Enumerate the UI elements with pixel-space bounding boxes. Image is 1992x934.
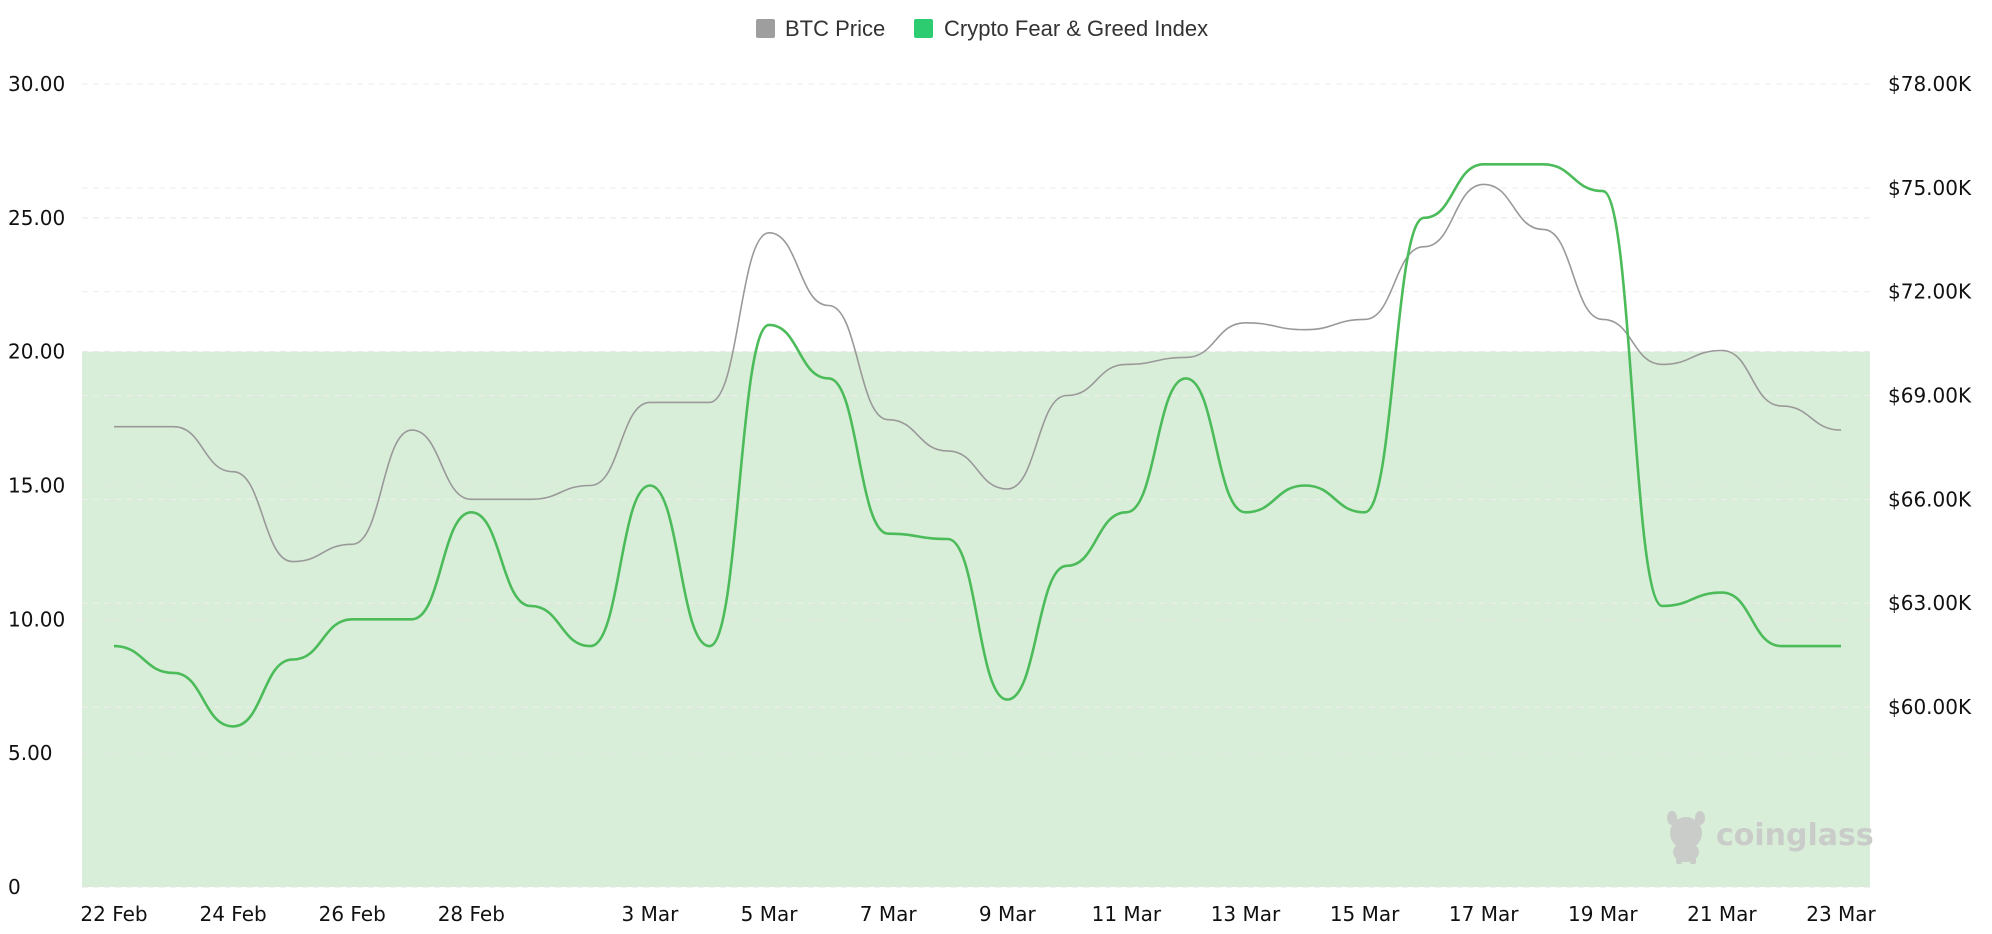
- y-right-tick-label: $63.00K: [1888, 591, 1972, 615]
- fear-greed-line: [113, 163, 1841, 728]
- y-left-tick-label: 15.00: [8, 474, 65, 498]
- x-tick-label: 13 Mar: [1211, 902, 1281, 926]
- legend-item-btc-price[interactable]: BTC Price: [756, 16, 885, 41]
- x-tick-label: 7 Mar: [860, 902, 918, 926]
- x-tick-label: 5 Mar: [741, 902, 799, 926]
- x-tick-label: 24 Feb: [199, 902, 266, 926]
- y-left-tick-label: 30.00: [8, 72, 65, 96]
- watermark: coinglass: [1667, 811, 1874, 864]
- y-right-tick-label: $72.00K: [1888, 280, 1972, 304]
- x-tick-label: 11 Mar: [1092, 902, 1162, 926]
- legend-item-fear-greed[interactable]: Crypto Fear & Greed Index: [914, 16, 1208, 41]
- x-tick-label: 3 Mar: [622, 902, 680, 926]
- x-tick-label: 17 Mar: [1449, 902, 1519, 926]
- y-left-tick-label: 25.00: [8, 206, 65, 230]
- y-left-tick-label: 5.00: [8, 741, 53, 765]
- legend-swatch-btc: [756, 19, 775, 38]
- y-right-tick-label: $66.00K: [1888, 487, 1972, 511]
- x-tick-label: 26 Feb: [319, 902, 386, 926]
- legend-label-fear-greed: Crypto Fear & Greed Index: [944, 16, 1208, 41]
- x-tick-label: 15 Mar: [1330, 902, 1400, 926]
- legend[interactable]: BTC Price Crypto Fear & Greed Index: [756, 16, 1208, 41]
- y-left-tick-label: 0: [8, 875, 21, 899]
- y-left-tick-label: 10.00: [8, 607, 65, 631]
- y-left-tick-label: 20.00: [8, 340, 65, 364]
- legend-swatch-fear-greed: [914, 19, 933, 38]
- watermark-text: coinglass: [1716, 818, 1874, 853]
- x-tick-label: 21 Mar: [1687, 902, 1757, 926]
- legend-label-btc: BTC Price: [785, 16, 885, 41]
- y-right-tick-label: $78.00K: [1888, 72, 1972, 96]
- x-tick-label: 22 Feb: [80, 902, 147, 926]
- btc-price-line: [114, 183, 1842, 563]
- left-y-axis: 0 5.00 10.00 15.00 20.00 25.00 30.00: [8, 72, 65, 899]
- right-y-axis: $60.00K $63.00K $66.00K $69.00K $72.00K $75.0…: [1888, 72, 1972, 719]
- coinglass-mascot-icon: [1667, 811, 1705, 864]
- x-tick-label: 23 Mar: [1806, 902, 1876, 926]
- x-tick-label: 19 Mar: [1568, 902, 1638, 926]
- y-right-tick-label: $69.00K: [1888, 384, 1972, 408]
- x-tick-label: 28 Feb: [438, 902, 505, 926]
- y-right-tick-label: $60.00K: [1888, 695, 1972, 719]
- x-tick-label: 9 Mar: [979, 902, 1037, 926]
- x-axis: 22 Feb 24 Feb 26 Feb 28 Feb 3 Mar 5 Mar 7 Mar 9…: [80, 902, 1876, 926]
- y-right-tick-label: $75.00K: [1888, 176, 1972, 200]
